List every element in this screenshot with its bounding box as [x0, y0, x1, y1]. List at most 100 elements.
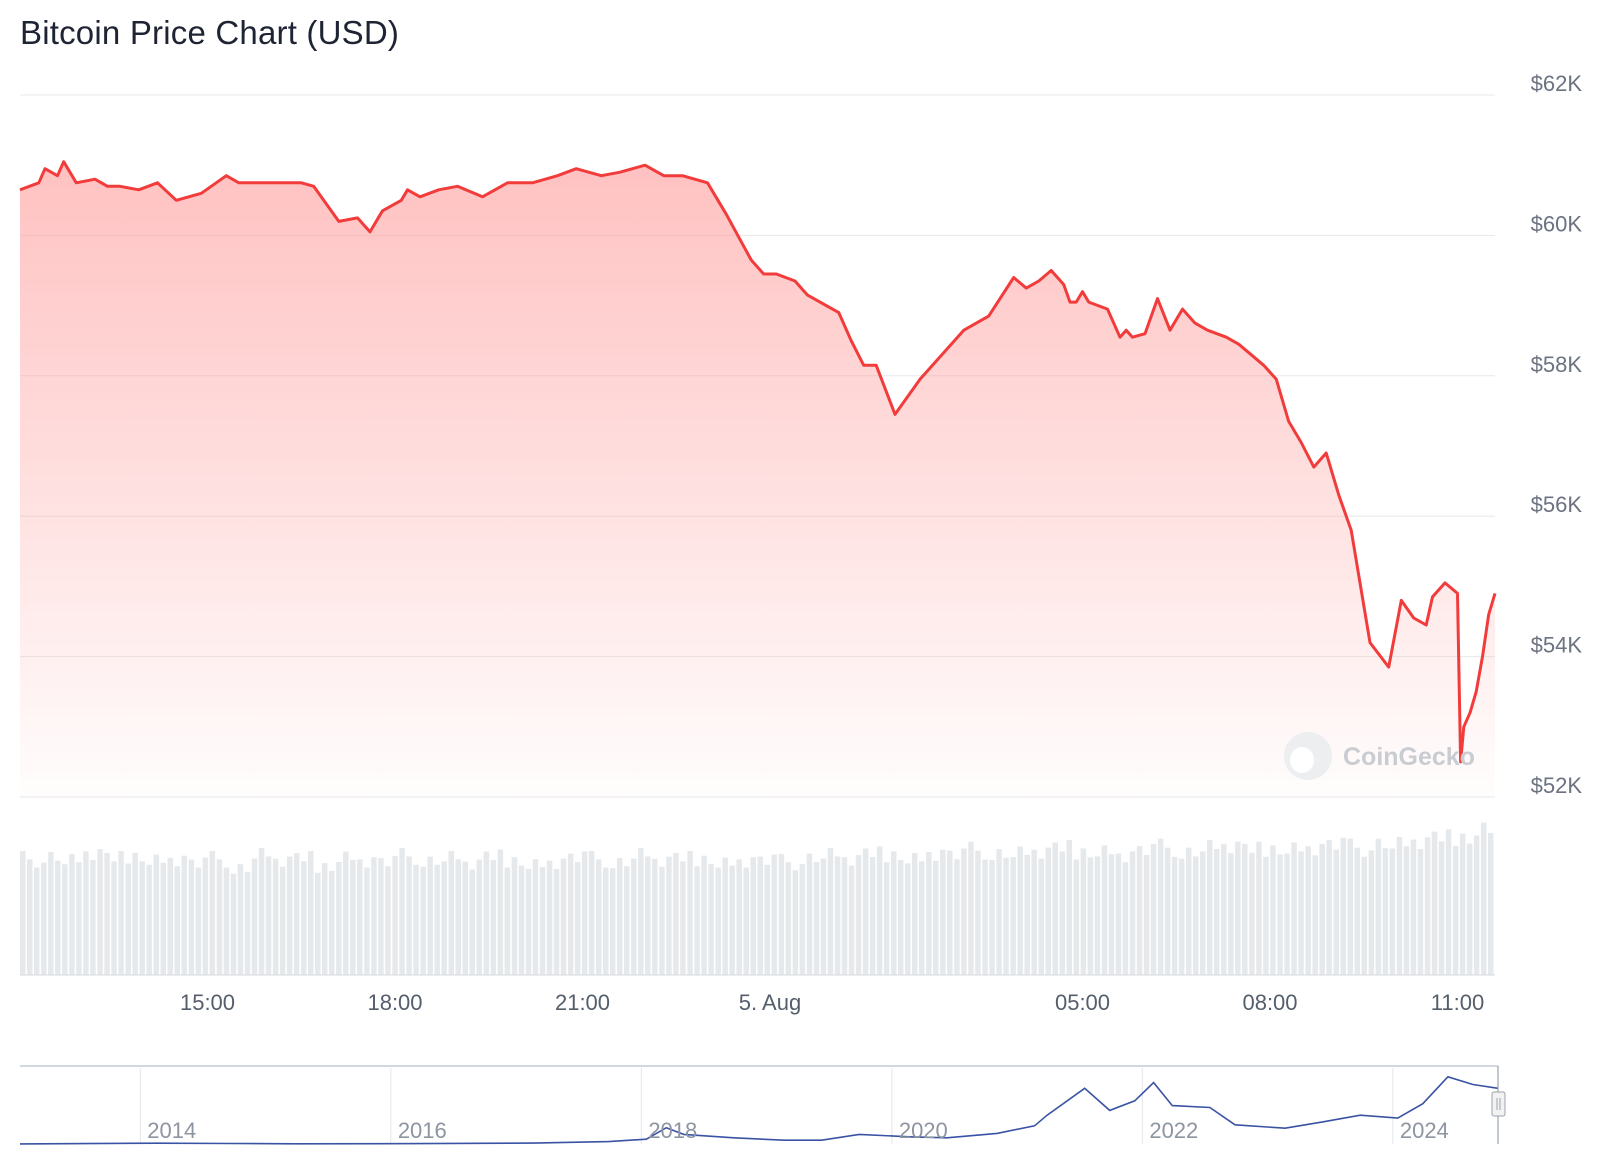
- volume-bar: [181, 855, 187, 975]
- volume-bar: [1003, 857, 1009, 975]
- volume-bar: [1347, 838, 1353, 975]
- volume-bar: [1066, 840, 1072, 975]
- range-navigator[interactable]: 2014 2016 2018 2020 2022 2024: [19, 1065, 1506, 1145]
- volume-bar: [926, 852, 932, 975]
- navigator-year-label: 2024: [1400, 1118, 1449, 1143]
- y-axis-labels: $52K $54K $56K $58K $60K $62K: [1531, 71, 1583, 798]
- volume-bar: [1389, 848, 1396, 975]
- x-axis-labels: 15:00 18:00 21:00 5. Aug 05:00 08:00 11:00: [180, 990, 1484, 1015]
- volume-bar: [1136, 846, 1143, 975]
- volume-bar: [1368, 850, 1375, 975]
- volume-bar: [736, 859, 742, 975]
- x-tick-label: 21:00: [555, 990, 610, 1015]
- volume-bar: [322, 863, 328, 975]
- volume-bar: [308, 851, 314, 975]
- volume-bar: [1122, 862, 1129, 975]
- volume-bar: [1129, 851, 1136, 975]
- volume-bar: [905, 863, 911, 975]
- volume-bar: [188, 859, 195, 975]
- volume-bar: [1277, 854, 1283, 975]
- navigator-handle-grip[interactable]: [1491, 1091, 1506, 1117]
- volume-bar: [55, 860, 61, 975]
- gecko-logo-eye: [1290, 747, 1314, 773]
- volume-bar: [1466, 843, 1473, 975]
- volume-bar: [83, 851, 89, 975]
- volume-bar: [553, 868, 560, 975]
- volume-bar: [1375, 838, 1382, 975]
- volume-bar: [588, 851, 595, 975]
- volume-bar: [848, 865, 855, 975]
- volume-bar: [785, 862, 792, 975]
- volume-bar: [869, 857, 876, 975]
- volume-bar: [455, 859, 461, 975]
- volume-bar: [638, 847, 644, 975]
- volume-bar: [1059, 851, 1065, 975]
- volume-bar: [525, 869, 532, 975]
- volume-bar: [1396, 837, 1403, 975]
- volume-bar: [617, 858, 623, 975]
- volume-bar: [209, 851, 216, 975]
- x-tick-label: 05:00: [1055, 990, 1110, 1015]
- volume-bar: [364, 867, 370, 975]
- volume-bar: [806, 853, 813, 975]
- volume-bar: [1256, 841, 1262, 975]
- volume-bar: [539, 867, 546, 975]
- volume-bar: [975, 850, 981, 975]
- volume-bar: [1452, 846, 1459, 975]
- navigator-background: [20, 1066, 1498, 1144]
- volume-bar: [764, 864, 770, 975]
- volume-bar: [996, 849, 1002, 975]
- volume-bar: [610, 868, 616, 975]
- volume-bar: [673, 853, 679, 975]
- navigator-year-label: 2022: [1149, 1118, 1198, 1143]
- volume-bar: [982, 859, 988, 975]
- volume-bar: [336, 862, 342, 975]
- watermark-text: CoinGecko: [1343, 743, 1475, 771]
- navigator-year-label: 2016: [398, 1118, 447, 1143]
- navigator-handle[interactable]: [1491, 1066, 1506, 1144]
- volume-bar: [919, 861, 925, 975]
- volume-bar: [820, 858, 827, 975]
- volume-bar: [694, 866, 700, 975]
- volume-bar: [1010, 857, 1016, 975]
- volume-bar: [1263, 856, 1269, 975]
- volume-bar: [378, 858, 384, 975]
- volume-bar: [862, 848, 869, 975]
- volume-bar: [1200, 851, 1206, 975]
- volume-bar: [687, 851, 693, 975]
- volume-bar: [237, 864, 244, 975]
- volume-bar: [1193, 856, 1199, 975]
- volume-bar: [230, 873, 237, 975]
- volume-bar: [1382, 848, 1389, 975]
- volume-bar: [118, 851, 124, 975]
- volume-bar: [1031, 849, 1037, 975]
- volume-bar: [476, 859, 482, 975]
- volume-bar: [1333, 849, 1339, 975]
- volume-bar: [27, 859, 33, 975]
- volume-bar: [834, 856, 841, 975]
- volume-bar: [743, 867, 749, 975]
- volume-bar: [792, 870, 799, 975]
- volume-bar: [132, 852, 138, 975]
- volume-bar: [947, 850, 953, 975]
- volume-bar: [891, 851, 897, 975]
- volume-bar: [413, 864, 419, 975]
- volume-bar: [1438, 841, 1445, 975]
- volume-bar: [715, 867, 721, 975]
- volume-bar: [504, 867, 511, 975]
- volume-bar: [827, 847, 834, 975]
- x-tick-label: 15:00: [180, 990, 235, 1015]
- volume-bar: [160, 862, 166, 975]
- volume-bar: [1410, 839, 1417, 975]
- volume-bar: [708, 864, 714, 975]
- volume-bar: [258, 847, 265, 975]
- navigator-year-gridlines: [139, 1068, 1394, 1144]
- volume-bar: [1361, 856, 1367, 975]
- volume-bar: [1270, 845, 1276, 975]
- volume-bar: [272, 858, 279, 975]
- volume-bar: [329, 870, 335, 975]
- volume-bar: [1087, 857, 1094, 975]
- volume-bar: [1431, 831, 1438, 975]
- volume-bar: [167, 857, 173, 975]
